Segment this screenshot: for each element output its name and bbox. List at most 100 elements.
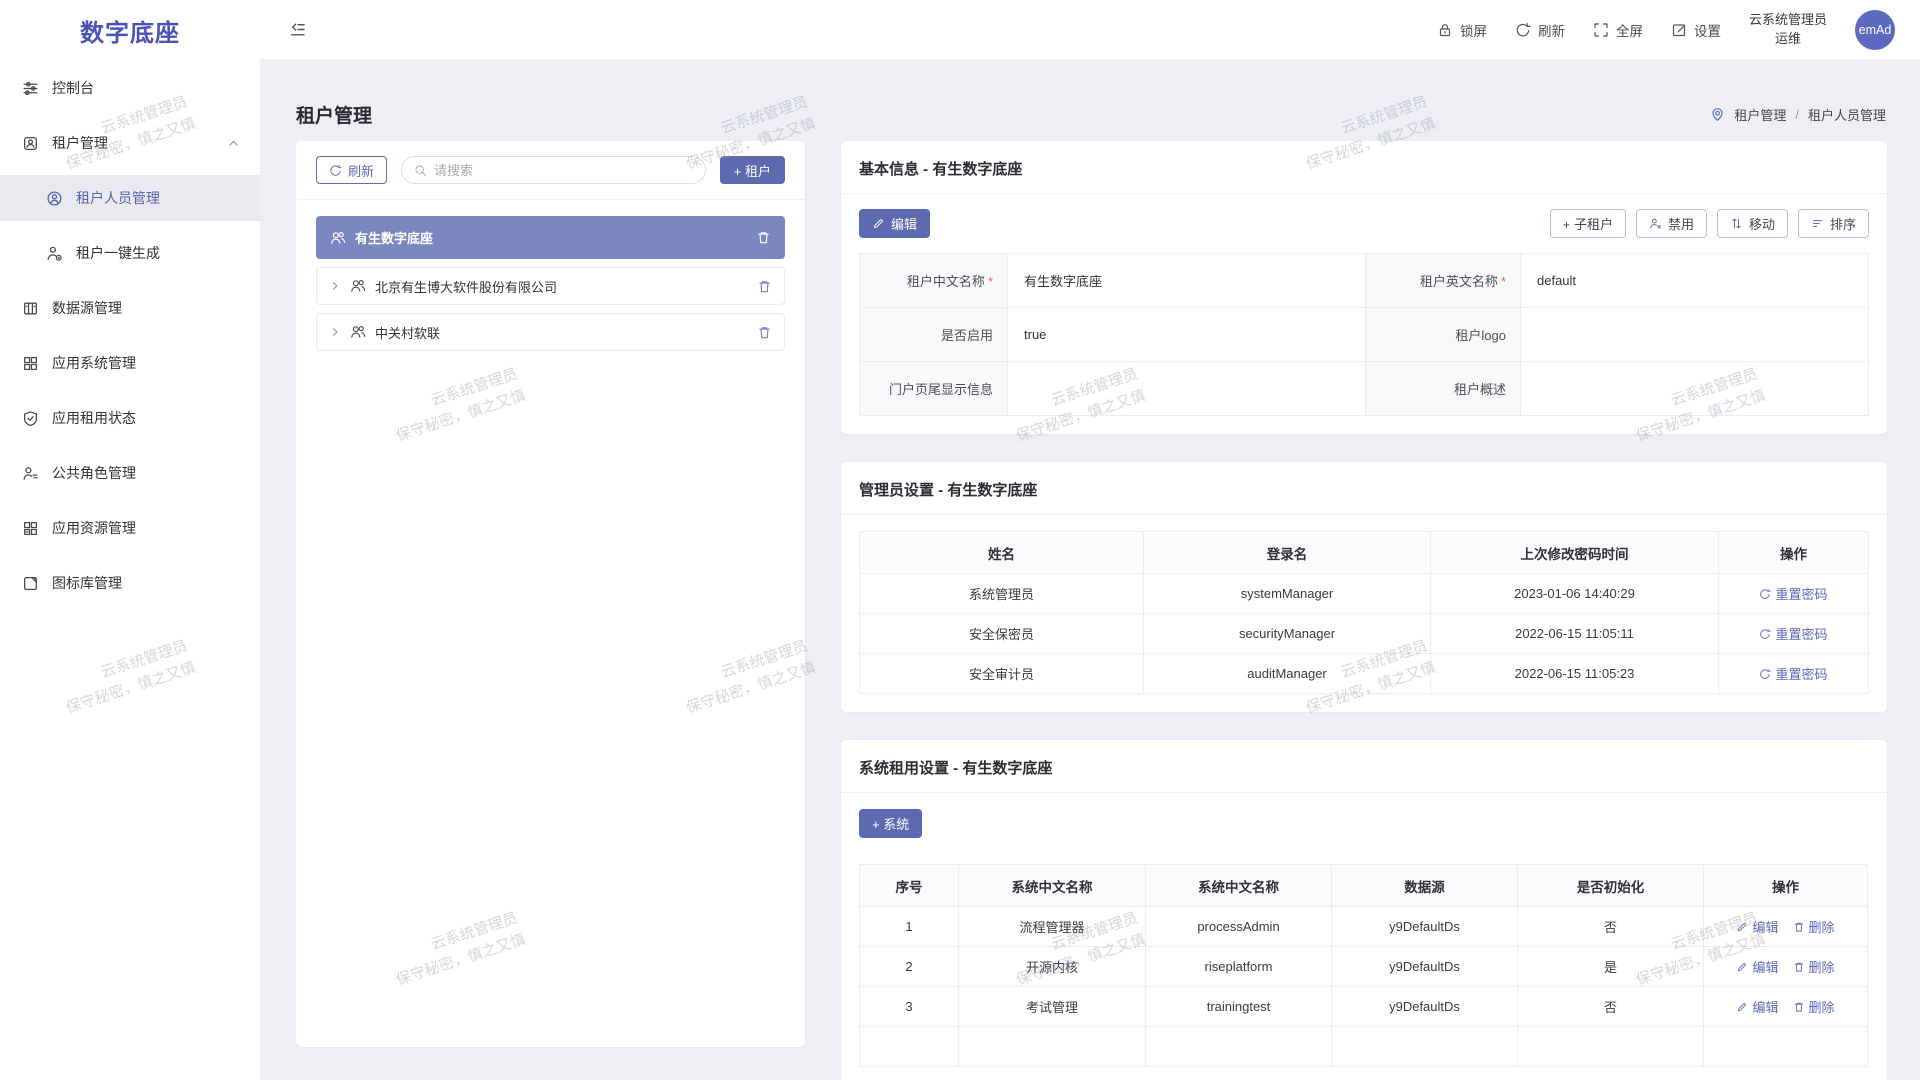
delete-link[interactable]: 删除 — [1793, 997, 1835, 1016]
reset-password-link[interactable]: 重置密码 — [1759, 624, 1828, 643]
search-icon — [415, 164, 426, 176]
sidebar-item-tenant-mgmt[interactable]: 租户管理 — [0, 120, 260, 166]
sort-label: 排序 — [1829, 217, 1856, 232]
pencil-icon — [1738, 922, 1747, 931]
basic-info-form: 租户中文名称 * 有生数字底座 租户英文名称 * default 是否启用 true… — [859, 253, 1869, 416]
sys-datasource: y9DefaultDs — [1331, 906, 1518, 947]
system-table: 序号 系统中文名称 系统中文名称 数据源 是否初始化 操作 1 流程管理器 pr… — [859, 864, 1868, 1067]
sys-initialized: 否 — [1517, 906, 1704, 947]
admin-login: auditManager — [1143, 653, 1431, 694]
tree-item-name: 有生数字底座 — [355, 231, 434, 246]
basic-info-actions: 编辑 + 子租户 禁用 移动 — [841, 194, 1887, 253]
add-subtenant-button[interactable]: + 子租户 — [1549, 209, 1626, 238]
field-value-enabled: true — [1007, 307, 1366, 362]
tree-refresh-button[interactable]: 刷新 — [316, 156, 388, 184]
sidebar-item-icon-lib-mgmt[interactable]: 图标库管理 — [0, 560, 260, 606]
sidebar-item-app-system-mgmt[interactable]: 应用系统管理 — [0, 340, 260, 386]
table-row: 安全保密员 securityManager 2022-06-15 11:05:1… — [859, 613, 1869, 654]
sys-cn-name: 开源内核 — [958, 946, 1146, 987]
pencil-icon — [1738, 1002, 1747, 1011]
trash-icon[interactable] — [756, 230, 771, 245]
sort-button[interactable]: 排序 — [1797, 209, 1869, 238]
tree-divider — [296, 199, 805, 200]
avatar-text: emAd — [1858, 22, 1892, 37]
sys-en-name: trainingtest — [1145, 986, 1332, 1027]
edit-link[interactable]: 编辑 — [1736, 917, 1779, 936]
tree-item-name: 中关村软联 — [375, 325, 441, 341]
chevron-right-icon[interactable] — [329, 280, 341, 292]
refresh-icon — [1760, 668, 1772, 679]
reset-password-link[interactable]: 重置密码 — [1759, 664, 1828, 683]
tree-search — [401, 156, 706, 184]
avatar[interactable]: emAd — [1855, 9, 1895, 50]
content-layout: 刷新 + 租户 有生数字底座 北京有生博大软件股份有限公司 — [260, 141, 1920, 1080]
admin-name: 系统管理员 — [859, 573, 1144, 614]
main-content: 租户管理 租户管理 / 租户人员管理 刷新 + 租户 — [260, 60, 1920, 1080]
sidebar-item-label: 租户一键生成 — [76, 245, 160, 261]
sys-col-en-name: 系统中文名称 — [1145, 864, 1332, 907]
sliders-icon — [23, 81, 38, 95]
settings-button[interactable]: 设置 — [1671, 20, 1721, 40]
sys-cn-name: 流程管理器 — [958, 906, 1146, 947]
chevron-right-icon[interactable] — [329, 326, 341, 338]
reset-password-link[interactable]: 重置密码 — [1759, 584, 1828, 603]
pencil-icon — [873, 219, 883, 229]
tenant-tree: 有生数字底座 北京有生博大软件股份有限公司 中关村软联 — [296, 200, 805, 375]
edit-link[interactable]: 编辑 — [1736, 997, 1779, 1016]
sidebar-item-public-role-mgmt[interactable]: 公共角色管理 — [0, 450, 260, 496]
person-list-icon — [23, 466, 38, 480]
person-circle-icon — [47, 190, 62, 206]
tree-item[interactable]: 中关村软联 — [316, 313, 785, 351]
lock-screen-button[interactable]: 锁屏 — [1437, 20, 1487, 40]
admin-col-ops: 操作 — [1718, 531, 1869, 574]
lock-screen-label: 锁屏 — [1459, 23, 1487, 39]
move-button[interactable]: 移动 — [1716, 209, 1788, 238]
sidebar-item-app-rent-status[interactable]: 应用租用状态 — [0, 395, 260, 441]
tenant-badge-icon — [24, 136, 37, 150]
breadcrumb-current: 租户人员管理 — [1807, 107, 1886, 123]
delete-link[interactable]: 删除 — [1793, 917, 1835, 936]
sidebar-item-app-resource-mgmt[interactable]: 应用资源管理 — [0, 505, 260, 551]
sidebar: 数字底座 控制台 租户管理 租户人员管理 租户一键生成 数据源管理 应用系统管理 — [0, 0, 260, 1080]
system-rental-card: 系统租用设置 - 有生数字底座 + 系统 序号 系统中文名称 系统中文名称 数据… — [841, 740, 1887, 1080]
icon-library-icon — [24, 576, 37, 590]
admin-col-name: 姓名 — [859, 531, 1144, 574]
edit-label: 编辑 — [891, 217, 918, 232]
admin-settings-body: 姓名 登录名 上次修改密码时间 操作 系统管理员 systemManager 2… — [841, 515, 1887, 712]
tree-item[interactable]: 北京有生博大软件股份有限公司 — [316, 267, 785, 305]
sidebar-item-label: 应用资源管理 — [52, 520, 136, 536]
sidebar-item-label: 公共角色管理 — [52, 465, 136, 481]
disable-button[interactable]: 禁用 — [1635, 209, 1707, 238]
user-role-line: 运维 — [1774, 30, 1801, 46]
edit-link[interactable]: 编辑 — [1736, 957, 1779, 976]
sys-initialized: 是 — [1517, 946, 1704, 987]
trash-icon[interactable] — [757, 279, 772, 294]
search-input[interactable] — [434, 162, 693, 178]
refresh-button[interactable]: 刷新 — [1515, 20, 1565, 40]
menu-fold-icon[interactable] — [288, 20, 307, 39]
sidebar-item-tenant-generate[interactable]: 租户一键生成 — [0, 230, 260, 276]
grid-icon — [24, 356, 37, 370]
sidebar-item-datasource-mgmt[interactable]: 数据源管理 — [0, 285, 260, 331]
chevron-up-icon — [229, 140, 238, 146]
settings-edit-icon — [1672, 23, 1686, 36]
sidebar-item-tenant-user-mgmt[interactable]: 租户人员管理 — [0, 175, 260, 221]
trash-icon[interactable] — [757, 325, 772, 340]
sidebar-item-label: 应用租用状态 — [52, 410, 136, 426]
refresh-icon — [1760, 628, 1772, 639]
trash-icon — [1794, 962, 1803, 972]
detail-column: 基本信息 - 有生数字底座 编辑 + 子租户 禁用 — [841, 141, 1887, 1080]
sidebar-item-console[interactable]: 控制台 — [0, 65, 260, 111]
edit-button[interactable]: 编辑 — [859, 209, 931, 238]
delete-link[interactable]: 删除 — [1793, 957, 1835, 976]
trash-icon — [1794, 922, 1803, 932]
tree-item-root[interactable]: 有生数字底座 — [316, 216, 785, 259]
breadcrumb: 租户管理 / 租户人员管理 — [1710, 105, 1886, 124]
fullscreen-button[interactable]: 全屏 — [1593, 20, 1643, 40]
required-mark: * — [987, 274, 993, 289]
breadcrumb-root[interactable]: 租户管理 — [1734, 107, 1787, 123]
field-value-footer-info — [1007, 361, 1366, 416]
add-tenant-button[interactable]: + 租户 — [719, 156, 785, 184]
add-system-button[interactable]: + 系统 — [859, 809, 923, 838]
admin-time: 2022-06-15 11:05:23 — [1430, 653, 1719, 694]
